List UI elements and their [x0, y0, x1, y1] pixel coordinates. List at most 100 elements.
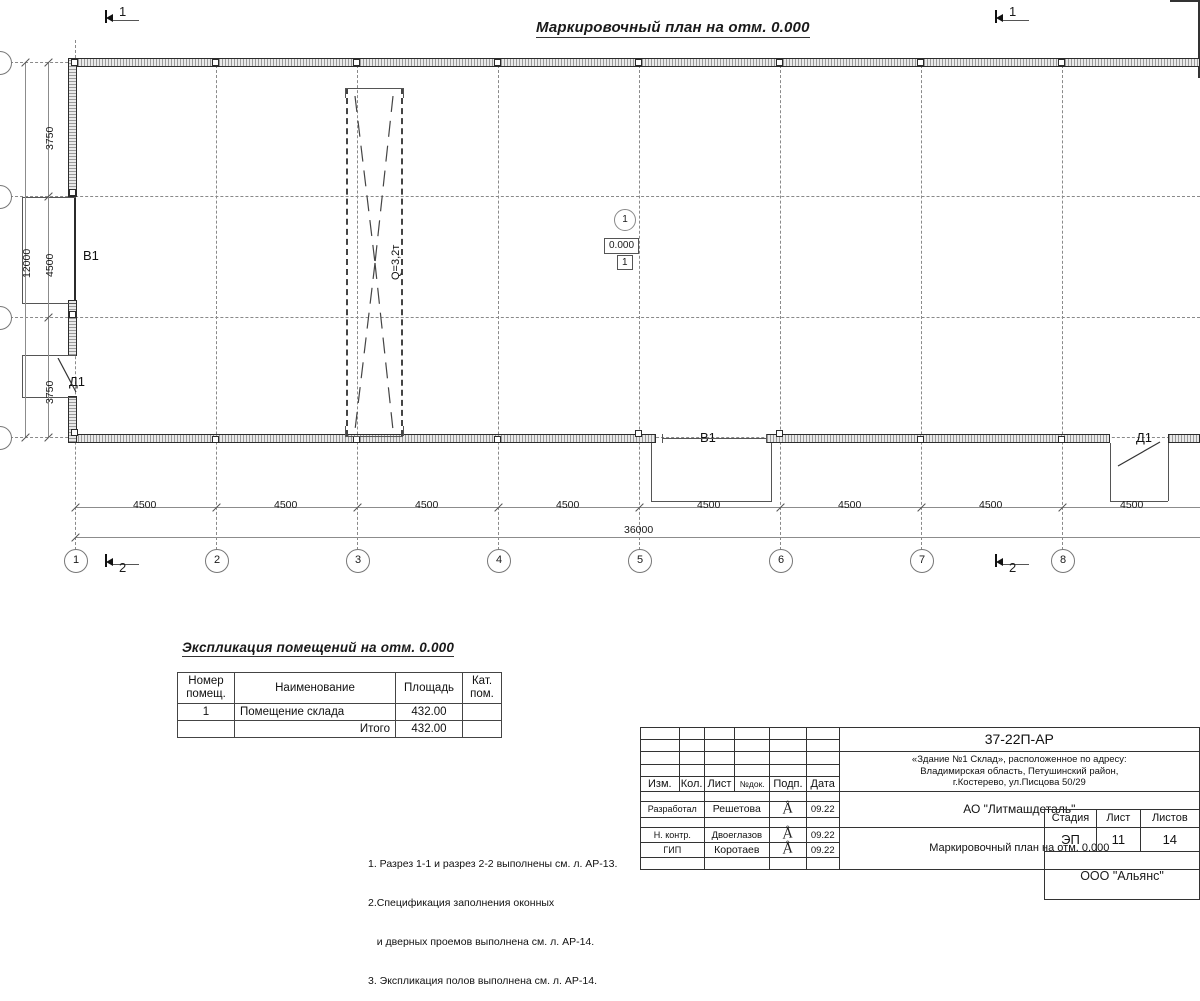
dim-v-3750-bottom: 3750: [44, 380, 56, 404]
sheets-value: 14: [1139, 827, 1200, 852]
axis-bubble-1: 1: [64, 549, 88, 573]
dim-v-3750-top: 3750: [44, 126, 56, 150]
dim-bay-5: 4500: [697, 499, 721, 511]
table-row: 1 Помещение склада 432.00: [177, 703, 502, 721]
signature-glyph: Å: [782, 825, 794, 843]
section-mark-1-top-label: 1: [1009, 4, 1017, 19]
dim-bay-4: 4500: [556, 499, 580, 511]
stage-label: Стадия: [1044, 809, 1097, 828]
title-block-row-developer: Разработал Решетова Å 09.22: [640, 799, 1200, 818]
explication-header-category: Кат. пом.: [462, 672, 502, 704]
object-line-3: г.Костерево, ул.Писцова 50/29: [952, 777, 1086, 789]
change-header-kol: Кол.: [678, 776, 705, 792]
name-controller: Двоеглазов: [703, 827, 771, 843]
window-label-b1-left: В1: [83, 248, 99, 263]
section-mark-2-top: 1: [105, 4, 145, 34]
explication-cell-area: 432.00: [395, 703, 463, 721]
change-header-izm: Изм.: [640, 776, 680, 792]
title-block-row-gip: ГИП Коротаев Å 09.22: [640, 840, 1200, 858]
axis-bubble-2: 2: [205, 549, 229, 573]
stage-value: ЭП: [1044, 827, 1097, 852]
general-notes: 1. Разрез 1-1 и разрез 2-2 выполнены см.…: [368, 832, 617, 1001]
explication-table: Номер помещ. Наименование Площадь Кат. п…: [177, 672, 502, 738]
doc-code: 37-22П-АР: [838, 727, 1200, 752]
title-block-row-blank-c: [640, 857, 1200, 870]
crane-capacity-label: Q=3,2т: [390, 244, 402, 280]
dim-total-36000: 36000: [624, 524, 654, 536]
title-block-row-empty-2: [640, 739, 1200, 752]
section-mark-2-top-label: 1: [119, 4, 127, 19]
signature-glyph: Å: [782, 799, 794, 818]
change-header-podp: Подп.: [769, 776, 807, 792]
explication-header-row: Номер помещ. Наименование Площадь Кат. п…: [177, 672, 502, 704]
object-line-2: Владимирская область, Петушинский район,: [920, 765, 1119, 777]
explication-total-spacer: [177, 720, 235, 738]
note-line-1: 1. Разрез 1-1 и разрез 2-2 выполнены см.…: [368, 858, 618, 870]
explication-cell-category: [462, 703, 502, 721]
explication-cell-number: 1: [177, 703, 235, 721]
title-block-row-blank-a: АО "Литмашдеталь": [640, 791, 1200, 828]
axis-bubble-3: 3: [346, 549, 370, 573]
sheet-frame-top-edge: [1170, 0, 1200, 2]
section-mark-2-bottom: 2: [105, 552, 145, 578]
dim-bay-6: 4500: [838, 499, 862, 511]
note-line-4: 3. Экспликация полов выполнена см. л. АР…: [368, 975, 597, 987]
note-line-3: и дверных проемов выполнена см. л. АР-14…: [368, 936, 595, 948]
dim-bay-3: 4500: [415, 499, 439, 511]
signature-gip: Å: [769, 840, 807, 858]
dim-v-4500-mid: 4500: [44, 253, 56, 277]
dim-bay-8: 4500: [1120, 499, 1144, 511]
explication-header-area: Площадь: [395, 672, 463, 704]
date-developer: 09.22: [805, 801, 840, 818]
explication-total-category: [462, 720, 502, 738]
role-gip: ГИП: [640, 842, 705, 858]
designer-organisation: ООО "Альянс": [1044, 851, 1200, 900]
axis-bubble-4: 4: [487, 549, 511, 573]
room-number: 1: [614, 209, 636, 231]
date-gip: 09.22: [805, 842, 840, 858]
date-controller: 09.22: [805, 827, 840, 843]
title-block-change-headers: Изм. Кол. Лист №док. Подп. Дата: [640, 776, 1200, 792]
category-marker: 1: [617, 255, 633, 270]
signature-developer: Å: [769, 799, 807, 818]
dim-bay-2: 4500: [274, 499, 298, 511]
change-header-list: Лист: [703, 776, 736, 792]
change-header-ndok: №док.: [734, 776, 771, 792]
dim-v-total-12000: 12000: [21, 248, 33, 278]
title-block-row-empty-3: «Здание №1 Склад», расположенное по адре…: [640, 751, 1200, 792]
axis-bubble-6: 6: [769, 549, 793, 573]
table-row-total: Итого 432.00: [177, 720, 502, 738]
axis-bubble-left-b: [0, 185, 12, 209]
role-controller: Н. контр.: [640, 827, 705, 843]
section-mark-1-bottom: 2: [995, 552, 1035, 578]
sheets-label: Листов: [1139, 809, 1200, 828]
dim-bay-1: 4500: [133, 499, 157, 511]
explication-cell-name: Помещение склада: [234, 703, 396, 721]
level-marker: 0.000: [604, 238, 640, 254]
object-description: «Здание №1 Склад», расположенное по адре…: [838, 751, 1200, 792]
title-block-row-empty-1: 37-22П-АР: [640, 727, 1200, 752]
axis-bubble-7: 7: [910, 549, 934, 573]
door-label-d1-bottom: Д1: [1136, 430, 1153, 445]
role-developer: Разработал: [640, 801, 705, 818]
axis-bubble-left-a: [0, 51, 12, 75]
axis-bubble-left-d: [0, 426, 12, 450]
window-label-b1-bottom: В1: [700, 430, 716, 445]
stage-sheet-value-row: ЭП 11 14: [1044, 827, 1200, 852]
note-line-2: 2.Спецификация заполнения оконных: [368, 897, 555, 909]
explication-total-label: Итого: [234, 720, 396, 738]
sheet-label: Лист: [1096, 809, 1141, 828]
explication-header-number: Номер помещ.: [177, 672, 235, 704]
signature-glyph: Å: [782, 840, 794, 858]
change-header-data: Дата: [805, 776, 840, 792]
axis-bubble-left-c: [0, 306, 12, 330]
section-mark-1-bottom-label: 2: [1009, 560, 1017, 575]
name-developer: Решетова: [703, 801, 771, 818]
explication-title: Экспликация помещений на отм. 0.000: [182, 640, 455, 657]
stage-sheet-header-row: Стадия Лист Листов: [1044, 809, 1200, 828]
explication-header-name: Наименование: [234, 672, 396, 704]
sheet-value: 11: [1096, 827, 1141, 852]
dim-bay-7: 4500: [979, 499, 1003, 511]
explication-total-area: 432.00: [395, 720, 463, 738]
section-mark-1-top: 1: [995, 4, 1035, 34]
